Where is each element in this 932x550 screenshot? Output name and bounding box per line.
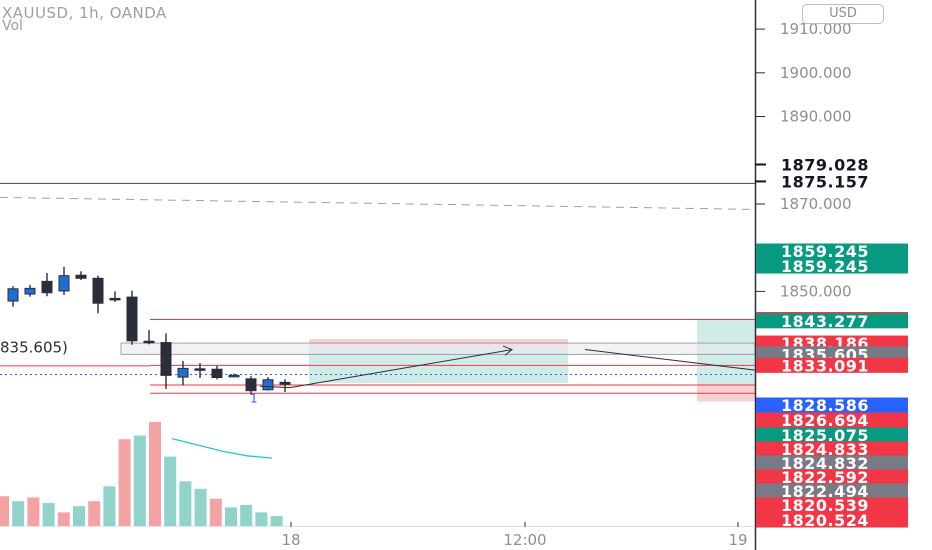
price-tag-label: 1825.075	[781, 426, 869, 445]
price-tag-label: 1828.586	[781, 396, 869, 415]
volume-bar	[164, 456, 177, 526]
price-tag-label: 1822.592	[781, 468, 869, 487]
price-tick-label: 1900.000	[780, 64, 852, 82]
candle-body	[279, 381, 291, 385]
down-projection-line	[584, 349, 756, 371]
candle-body	[126, 296, 138, 342]
price-tag-label: 1820.539	[781, 496, 869, 515]
candle-body	[143, 340, 155, 344]
price-tag-label: 1826.694	[781, 411, 869, 430]
volume-bar	[133, 435, 146, 526]
volume-bar	[209, 498, 222, 526]
price-tag-bg	[756, 483, 908, 499]
level-annotation: 835.605)	[0, 338, 68, 356]
volume-bar	[57, 512, 70, 526]
candle-body	[109, 297, 121, 301]
price-tags: 1879.0281875.1571859.2451859.2451843.573…	[755, 156, 908, 530]
volume-bars	[0, 421, 283, 526]
dashed-level-line	[0, 196, 756, 210]
range-box	[120, 342, 756, 355]
volume-bar	[12, 501, 25, 526]
price-tag-label: 1822.494	[781, 482, 869, 501]
volume-bar	[103, 486, 116, 526]
projection-path	[259, 349, 513, 389]
candle-body	[75, 274, 87, 279]
price-tag-label: 1820.524	[781, 511, 869, 530]
volume-bar	[73, 506, 85, 526]
price-tick-label: 1850.000	[780, 282, 852, 300]
price-tag-label: 1859.245	[781, 257, 869, 276]
candle-body	[211, 368, 223, 379]
volume-bar	[240, 504, 253, 526]
price-tag-bg	[756, 357, 908, 373]
volume-bar	[118, 439, 131, 526]
volume-bar	[27, 497, 40, 526]
price-tag-label: 1879.028	[781, 156, 869, 175]
candle-body	[245, 378, 257, 392]
bar-marker: 1	[250, 392, 258, 406]
price-tick-label: 1890.000	[780, 108, 852, 126]
price-tick-label: 1870.000	[780, 195, 852, 213]
price-tag-label: 1833.091	[781, 356, 869, 375]
volume-bar	[225, 507, 237, 526]
volume-bar	[88, 501, 101, 526]
candle-body	[194, 368, 206, 371]
candle-body	[24, 287, 36, 295]
arrow-head	[502, 345, 513, 356]
price-tag-bg	[756, 243, 908, 259]
price-tag-label: 1824.833	[781, 440, 869, 459]
volume-bar	[179, 481, 192, 526]
volume-bar	[42, 503, 55, 526]
currency-button[interactable]: USD	[802, 4, 884, 24]
price-tag-bg	[756, 397, 908, 413]
time-tick-label: 18	[281, 531, 300, 549]
candle-body	[92, 277, 104, 304]
volume-bar	[270, 516, 283, 526]
price-tag-bg	[756, 258, 908, 274]
candlesticks	[7, 266, 291, 395]
volume-bar	[149, 421, 161, 526]
candle-body	[41, 280, 53, 294]
volume-bar	[255, 512, 268, 526]
candle-body	[160, 342, 172, 376]
price-axis: 1910.000 1900.000 1890.000 1870.000 1850.000	[754, 0, 852, 550]
price-tag-bg	[756, 427, 908, 443]
time-tick-label: 19	[728, 531, 747, 549]
price-tag-bg	[756, 313, 908, 329]
symbol-legend: XAUUSD, 1h, OANDA	[2, 4, 167, 22]
candle-body	[228, 374, 240, 378]
price-tag-bg	[756, 441, 908, 457]
candle-body	[58, 275, 70, 292]
trend-drawings: 835.605) 1	[0, 338, 756, 406]
price-tick-label: 1910.000	[780, 20, 852, 38]
time-axis: 18 12:00 19	[0, 522, 755, 549]
price-tag-bg	[756, 512, 908, 528]
price-tag-label: 1875.157	[781, 172, 869, 191]
volume-bar	[0, 496, 9, 526]
candle-body	[262, 379, 274, 391]
time-tick-label: 12:00	[503, 531, 546, 549]
price-tag-bg	[756, 469, 908, 485]
volume-bar	[194, 488, 207, 526]
price-tag-bg	[756, 412, 908, 428]
price-tag-bg	[756, 455, 908, 471]
price-tag-label: 1824.832	[781, 454, 869, 473]
volume-legend: Vol	[2, 18, 23, 34]
trade-zones	[120, 319, 756, 402]
price-tag-label: 1843.277	[781, 312, 869, 331]
price-tag-label: 1859.245	[781, 242, 869, 261]
price-tag-bg	[756, 497, 908, 513]
candle-body	[7, 288, 19, 302]
candle-body	[177, 367, 189, 378]
volume-ma-line	[171, 438, 273, 459]
